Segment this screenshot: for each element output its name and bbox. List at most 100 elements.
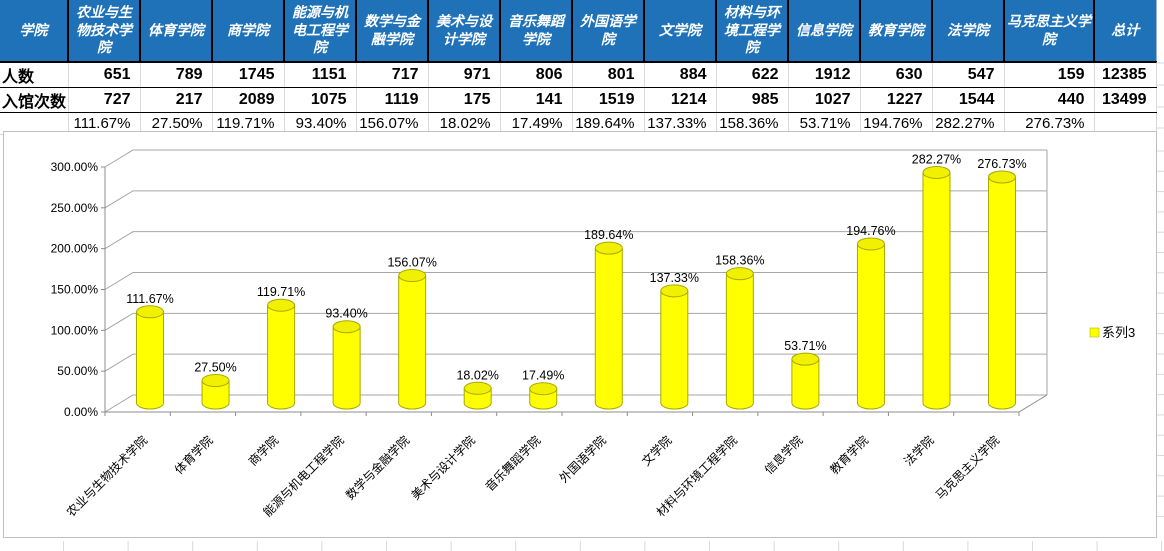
value-cell[interactable]: 282.27% xyxy=(932,112,1005,135)
value-cell[interactable]: 276.73% xyxy=(1004,112,1095,135)
value-cell[interactable]: 13499 xyxy=(1094,87,1157,113)
bar-top-cap xyxy=(332,320,361,334)
college-header-cell[interactable]: 商学院 xyxy=(212,0,285,63)
bar-body xyxy=(398,275,426,403)
cylinder-bar[interactable] xyxy=(529,382,558,410)
cylinder-bar[interactable] xyxy=(856,237,885,410)
value-cell[interactable]: 156.07% xyxy=(356,112,429,135)
cylinder-bar[interactable] xyxy=(332,320,361,410)
college-header-cell[interactable]: 外国语学院 xyxy=(572,0,645,63)
value-cell[interactable]: 547 xyxy=(932,62,1005,88)
value-cell[interactable]: 651 xyxy=(68,62,141,88)
data-label: 158.36% xyxy=(715,254,764,268)
value-cell[interactable]: 119.71% xyxy=(212,112,285,135)
data-label: 18.02% xyxy=(456,368,498,382)
data-label: 282.27% xyxy=(912,152,961,166)
cylinder-bar[interactable] xyxy=(922,165,951,410)
value-cell[interactable]: 806 xyxy=(500,62,573,88)
value-cell[interactable]: 1519 xyxy=(572,87,645,113)
value-cell[interactable]: 2089 xyxy=(212,87,285,113)
cylinder-bar[interactable] xyxy=(398,269,427,410)
college-header-cell[interactable]: 信息学院 xyxy=(788,0,861,63)
value-cell[interactable]: 1745 xyxy=(212,62,285,88)
value-cell[interactable]: 175 xyxy=(428,87,501,113)
bar-top-cap xyxy=(463,381,492,395)
data-label: 156.07% xyxy=(387,256,436,270)
data-label: 53.71% xyxy=(784,339,826,353)
college-header-cell[interactable]: 材料与环境工程学院 xyxy=(716,0,789,63)
value-cell[interactable]: 1075 xyxy=(284,87,357,113)
bar-body xyxy=(267,305,295,403)
data-label: 93.40% xyxy=(325,307,367,321)
cylinder-bar[interactable] xyxy=(660,284,689,410)
chart-frame xyxy=(3,131,1157,538)
y-axis-label: 0.00% xyxy=(64,405,98,419)
college-header-cell[interactable]: 音乐舞蹈学院 xyxy=(500,0,573,63)
cylinder-bar[interactable] xyxy=(988,170,1017,410)
college-header-cell[interactable]: 体育学院 xyxy=(140,0,213,63)
value-cell[interactable]: 1227 xyxy=(860,87,933,113)
data-label: 119.71% xyxy=(257,285,305,299)
value-cell[interactable]: 985 xyxy=(716,87,789,113)
gridline xyxy=(104,231,1047,250)
cylinder-bar[interactable] xyxy=(725,267,754,410)
cylinder-bar[interactable] xyxy=(136,305,164,410)
value-cell[interactable]: 1544 xyxy=(932,87,1005,113)
table-corner-cell[interactable]: 学院 xyxy=(0,0,69,63)
college-header-cell[interactable]: 马克思主义学院 xyxy=(1004,0,1095,63)
bar-top-cap xyxy=(136,305,164,319)
value-cell[interactable]: 622 xyxy=(716,62,789,88)
value-cell[interactable]: 801 xyxy=(572,62,645,88)
value-cell[interactable]: 1119 xyxy=(356,87,429,113)
y-axis-label: 50.00% xyxy=(57,364,98,378)
value-cell[interactable]: 159 xyxy=(1004,62,1095,88)
bar-body xyxy=(136,311,164,403)
y-axis-label: 250.00% xyxy=(51,201,99,215)
cylinder-bar[interactable] xyxy=(201,374,230,410)
data-label: 194.76% xyxy=(846,224,895,238)
value-cell[interactable]: 727 xyxy=(68,87,141,113)
college-header-cell[interactable]: 数学与金融学院 xyxy=(356,0,429,63)
college-header-cell[interactable]: 法学院 xyxy=(932,0,1005,63)
data-label: 189.64% xyxy=(584,228,633,242)
value-cell[interactable]: 789 xyxy=(140,62,213,88)
value-cell[interactable]: 1151 xyxy=(284,62,357,88)
value-cell[interactable]: 141 xyxy=(500,87,573,113)
cylinder-bar[interactable] xyxy=(463,381,492,410)
college-header-cell[interactable]: 文学院 xyxy=(644,0,717,63)
value-cell[interactable]: 1027 xyxy=(788,87,861,113)
row-label-cell[interactable]: 入馆次数 xyxy=(0,87,69,113)
cylinder-bar[interactable] xyxy=(594,241,623,410)
data-label: 276.73% xyxy=(977,157,1026,171)
y-axis-label: 300.00% xyxy=(51,160,99,174)
value-cell[interactable]: 717 xyxy=(356,62,429,88)
value-cell[interactable]: 1912 xyxy=(788,62,861,88)
value-cell[interactable]: 884 xyxy=(644,62,717,88)
value-cell[interactable]: 27.50% xyxy=(140,112,213,135)
data-label: 111.67% xyxy=(126,292,174,306)
row-label-cell[interactable]: 人数 xyxy=(0,62,69,88)
chart-legend[interactable]: 系列3 xyxy=(1089,325,1135,340)
value-cell[interactable]: 1214 xyxy=(644,87,717,113)
value-cell[interactable]: 630 xyxy=(860,62,933,88)
bar-body xyxy=(333,326,361,403)
bar-body xyxy=(726,273,754,403)
stats-table: 学院 农业与生物技术学院 体育学院 商学院 能源与机电工程学院 数学与金融学院 美术与设计学… xyxy=(0,0,1157,135)
value-cell[interactable]: 971 xyxy=(428,62,501,88)
college-header-cell[interactable]: 农业与生物技术学院 xyxy=(68,0,141,63)
bar-body xyxy=(857,243,885,403)
bar-body xyxy=(595,248,623,403)
value-cell[interactable]: 189.64% xyxy=(572,112,645,135)
college-header-cell[interactable]: 美术与设计学院 xyxy=(428,0,501,63)
value-cell[interactable]: 217 xyxy=(140,87,213,113)
cylinder-bar[interactable] xyxy=(267,298,296,410)
college-header-cell[interactable]: 教育学院 xyxy=(860,0,933,63)
value-cell[interactable]: 111.67% xyxy=(68,112,141,135)
value-cell[interactable]: 440 xyxy=(1004,87,1095,113)
college-header-cell[interactable]: 总计 xyxy=(1094,0,1157,63)
cylinder-bar[interactable] xyxy=(791,352,820,410)
value-cell[interactable]: 12385 xyxy=(1094,62,1157,88)
value-cell[interactable]: 18.02% xyxy=(428,112,501,135)
college-header-cell[interactable]: 能源与机电工程学院 xyxy=(284,0,357,63)
